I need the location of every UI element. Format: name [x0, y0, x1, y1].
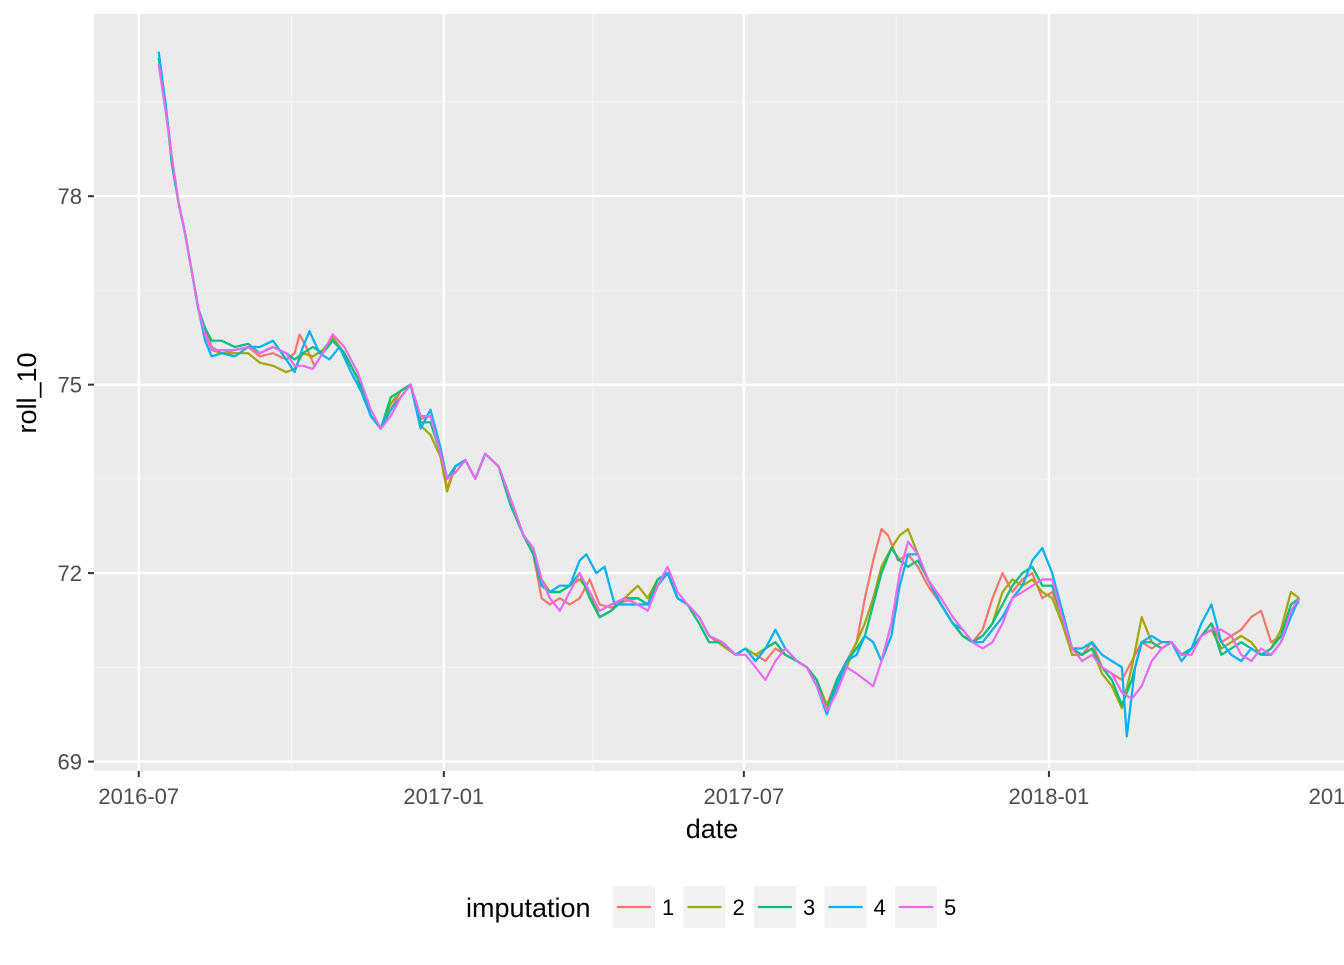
y-tick-label: 69: [58, 750, 82, 775]
y-axis-title: roll_10: [12, 352, 42, 433]
y-tick-label: 72: [58, 561, 82, 586]
y-tick-label: 78: [58, 184, 82, 209]
x-tick-label: 2017-07: [703, 784, 784, 809]
legend-label-5: 5: [944, 895, 956, 920]
y-axis: 69 72 75 78: [58, 184, 94, 775]
legend-title: imputation: [466, 893, 591, 923]
legend-label-4: 4: [874, 895, 886, 920]
x-tick-label: 2016-07: [98, 784, 179, 809]
legend-label-1: 1: [662, 895, 674, 920]
plot-panel: [94, 14, 1344, 771]
x-tick-label: 2018-07: [1309, 784, 1344, 809]
y-tick-label: 75: [58, 373, 82, 398]
x-axis: 2016-07 2017-01 2017-07 2018-01 2018-07: [98, 771, 1344, 809]
legend: imputation 1 2 3 4 5: [466, 886, 956, 928]
legend-label-3: 3: [803, 895, 815, 920]
x-tick-label: 2017-01: [403, 784, 484, 809]
series-layer: [157, 51, 1301, 738]
series-line-5: [157, 64, 1301, 713]
legend-label-2: 2: [733, 895, 745, 920]
x-axis-title: date: [686, 814, 739, 844]
x-tick-label: 2018-01: [1009, 784, 1090, 809]
major-gridlines: [94, 14, 1344, 771]
